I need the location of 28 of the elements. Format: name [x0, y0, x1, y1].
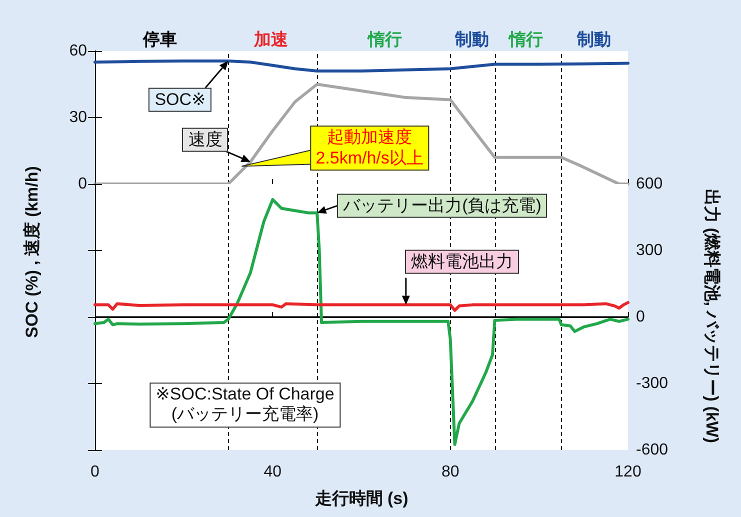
text: 制動 — [454, 28, 490, 51]
y-axis-title: SOC (%) , 速度 (km/h) — [22, 166, 42, 338]
series-label: バッテリー出力(負は充電) — [337, 194, 548, 218]
text: 加速 — [252, 28, 289, 51]
series-label: SOC※ — [148, 88, 212, 112]
text: 惰行 — [507, 28, 544, 51]
y-tick-label: -600 — [636, 442, 668, 458]
text: 停車 — [142, 28, 178, 51]
x-tick-label: 0 — [90, 464, 100, 480]
x-tick-label: 120 — [614, 464, 642, 480]
y-tick-label: 60 — [69, 42, 88, 60]
text: 燃料電池出力 — [404, 250, 519, 274]
text: 惰行 — [366, 28, 403, 51]
y-tick-label: 0 — [636, 308, 645, 326]
y-tick-label: -300 — [636, 375, 668, 392]
y-tick-label: 300 — [636, 242, 663, 259]
x-axis-title: 走行時間 (s) — [314, 489, 408, 508]
annotation: 起動加速度 2.5km/h/s以上 — [310, 126, 430, 171]
y-tick-label: 0 — [78, 176, 88, 192]
annotation: ※SOC:State Of Charge (バッテリー充電率) — [150, 382, 340, 428]
y-tick-label: 600 — [636, 176, 663, 192]
line-series — [94, 59, 630, 72]
text: 制動 — [576, 28, 612, 51]
x-tick-label: 40 — [264, 464, 282, 480]
series-label: 速度 — [182, 128, 228, 152]
y-axis-title: 出力 (燃料電池, バッテリー) (kW) — [702, 188, 722, 444]
x-tick-label: 80 — [441, 464, 460, 480]
y-tick-label: 30 — [69, 109, 88, 126]
